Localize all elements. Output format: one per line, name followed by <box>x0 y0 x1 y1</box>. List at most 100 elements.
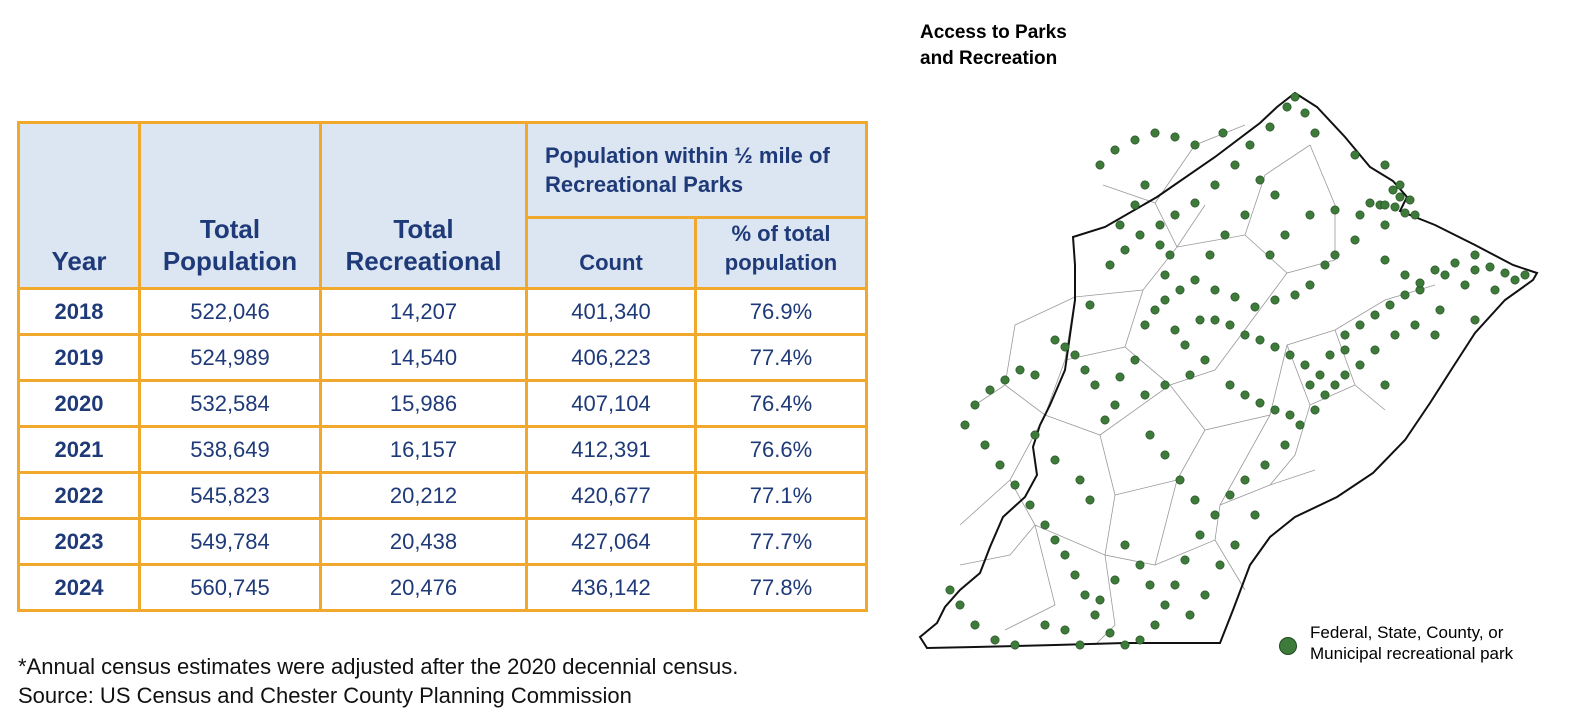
park-point <box>1140 320 1150 330</box>
park-point <box>1285 350 1295 360</box>
percent-cell: 76.6% <box>694 425 868 474</box>
park-point <box>1340 370 1350 380</box>
park-point <box>1370 345 1380 355</box>
year-cell: 2019 <box>17 333 141 382</box>
park-point <box>1050 455 1060 465</box>
park-point <box>1435 305 1445 315</box>
park-point <box>1160 450 1170 460</box>
park-point <box>1270 295 1280 305</box>
park-point <box>1180 340 1190 350</box>
park-point <box>1520 270 1530 280</box>
park-point <box>1470 250 1480 260</box>
park-point <box>1030 370 1040 380</box>
population-cell: 524,989 <box>138 333 322 382</box>
park-point <box>1060 625 1070 635</box>
table-row: 2021 538,649 16,157 412,391 76.6% <box>17 425 868 474</box>
park-point <box>1175 285 1185 295</box>
park-point <box>1365 198 1375 208</box>
park-point <box>1145 580 1155 590</box>
park-point <box>1240 475 1250 485</box>
park-point <box>1415 278 1425 288</box>
population-parks-table: Year Total Population Total Recreational… <box>17 121 868 612</box>
park-point <box>1110 145 1120 155</box>
park-point <box>1080 365 1090 375</box>
park-point <box>1190 198 1200 208</box>
map-title: Access to Parks and Recreation <box>920 22 1067 69</box>
park-point <box>1230 540 1240 550</box>
park-point <box>1210 285 1220 295</box>
park-point <box>970 400 980 410</box>
park-point <box>1410 320 1420 330</box>
percent-cell: 77.4% <box>694 333 868 382</box>
park-point <box>1120 540 1130 550</box>
year-cell: 2023 <box>17 517 141 566</box>
population-cell: 545,823 <box>138 471 322 520</box>
park-point <box>1060 342 1070 352</box>
header-year: Year <box>17 121 141 290</box>
map-legend-label: Federal, State, County, or Municipal rec… <box>1310 623 1514 663</box>
park-point <box>1085 300 1095 310</box>
park-point <box>1300 108 1310 118</box>
park-point <box>1190 275 1200 285</box>
park-point <box>1155 240 1165 250</box>
park-point <box>1180 555 1190 565</box>
park-point <box>1040 620 1050 630</box>
park-point <box>1290 92 1300 102</box>
park-legend-marker <box>1279 637 1297 655</box>
park-point <box>1350 150 1360 160</box>
park-point <box>1305 380 1315 390</box>
park-point <box>1195 530 1205 540</box>
park-point <box>1370 310 1380 320</box>
park-point <box>1380 160 1390 170</box>
park-point <box>1230 292 1240 302</box>
park-point <box>1310 128 1320 138</box>
park-point <box>1085 495 1095 505</box>
table-row: 2020 532,584 15,986 407,104 76.4% <box>17 379 868 428</box>
park-point <box>1200 355 1210 365</box>
park-point <box>985 385 995 395</box>
count-cell: 401,340 <box>525 287 697 336</box>
percent-cell: 76.9% <box>694 287 868 336</box>
park-point <box>1155 220 1165 230</box>
park-point <box>1090 380 1100 390</box>
park-point <box>1330 205 1340 215</box>
park-point <box>1010 640 1020 650</box>
park-point <box>1470 315 1480 325</box>
park-point <box>1175 475 1185 485</box>
park-point <box>1325 350 1335 360</box>
year-cell: 2022 <box>17 471 141 520</box>
park-point <box>960 420 970 430</box>
park-point <box>1400 290 1410 300</box>
year-cell: 2024 <box>17 563 141 612</box>
park-point <box>1340 345 1350 355</box>
park-point <box>1260 460 1270 470</box>
table-row: 2023 549,784 20,438 427,064 77.7% <box>17 517 868 566</box>
park-point <box>1310 405 1320 415</box>
municipal-boundaries <box>959 124 1436 646</box>
table-row: 2018 522,046 14,207 401,340 76.9% <box>17 287 868 336</box>
park-point <box>1135 230 1145 240</box>
park-point <box>1095 595 1105 605</box>
percent-cell: 76.4% <box>694 379 868 428</box>
park-point <box>1070 570 1080 580</box>
park-point <box>1115 372 1125 382</box>
count-cell: 412,391 <box>525 425 697 474</box>
header-total-population: Total Population <box>138 121 322 290</box>
park-point <box>1220 230 1230 240</box>
recreational-cell: 20,476 <box>319 563 528 612</box>
county-park-map <box>918 91 1539 650</box>
park-point <box>1165 250 1175 260</box>
park-point <box>1140 180 1150 190</box>
park-point <box>1185 610 1195 620</box>
recreational-cell: 16,157 <box>319 425 528 474</box>
park-point <box>1200 590 1210 600</box>
recreational-cell: 20,212 <box>319 471 528 520</box>
park-point <box>1510 275 1520 285</box>
park-point <box>1240 330 1250 340</box>
county-outline <box>918 91 1539 650</box>
park-point <box>1120 640 1130 650</box>
park-point <box>1040 520 1050 530</box>
park-point <box>1210 180 1220 190</box>
header-percent-total: % of total population <box>694 216 868 290</box>
park-point <box>1160 295 1170 305</box>
